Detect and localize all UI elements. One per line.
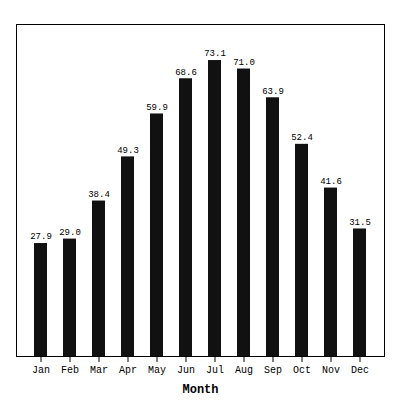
- svg-text:49.3: 49.3: [117, 146, 139, 156]
- svg-text:27.9: 27.9: [30, 232, 52, 242]
- svg-text:Month: Month: [182, 383, 218, 397]
- svg-text:Feb: Feb: [61, 365, 79, 376]
- svg-text:Dec: Dec: [351, 365, 369, 376]
- svg-text:52.4: 52.4: [291, 133, 313, 143]
- svg-text:31.5: 31.5: [349, 218, 371, 228]
- svg-text:59.9: 59.9: [146, 103, 168, 113]
- svg-text:Apr: Apr: [119, 365, 137, 376]
- svg-text:Aug: Aug: [235, 365, 253, 376]
- svg-text:73.1: 73.1: [204, 49, 226, 59]
- svg-text:Jun: Jun: [177, 365, 195, 376]
- svg-text:Jul: Jul: [206, 365, 224, 376]
- svg-text:29.0: 29.0: [59, 228, 81, 238]
- svg-text:68.6: 68.6: [175, 68, 197, 78]
- svg-text:63.9: 63.9: [262, 87, 284, 97]
- svg-text:71.0: 71.0: [233, 58, 255, 68]
- svg-text:Oct: Oct: [293, 365, 311, 376]
- svg-text:Nov: Nov: [322, 365, 340, 376]
- svg-text:Sep: Sep: [264, 365, 282, 376]
- svg-text:Mar: Mar: [90, 365, 108, 376]
- svg-text:38.4: 38.4: [88, 190, 110, 200]
- svg-text:41.6: 41.6: [320, 177, 342, 187]
- svg-text:May: May: [148, 365, 166, 376]
- svg-text:Jan: Jan: [32, 365, 50, 376]
